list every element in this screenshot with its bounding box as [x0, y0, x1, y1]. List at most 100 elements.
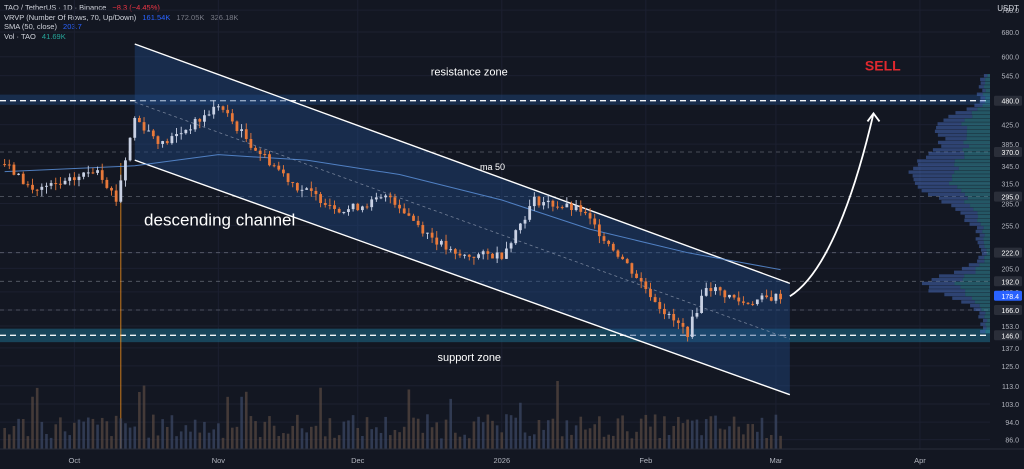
candle[interactable]	[463, 254, 467, 259]
candle[interactable]	[728, 294, 731, 299]
candle[interactable]	[365, 203, 369, 210]
candle[interactable]	[342, 211, 346, 215]
candle[interactable]	[453, 248, 457, 260]
candle[interactable]	[416, 215, 420, 228]
candle[interactable]	[779, 289, 782, 304]
candle[interactable]	[616, 249, 620, 259]
candle[interactable]	[723, 289, 727, 303]
candle[interactable]	[96, 166, 99, 176]
candle[interactable]	[370, 196, 374, 211]
candle[interactable]	[207, 110, 211, 117]
candle[interactable]	[68, 173, 72, 186]
candle[interactable]	[59, 177, 62, 189]
legend-vrvp-row[interactable]: VRVP (Number Of Rows, 70, Up/Down) 161.5…	[4, 13, 238, 23]
candle[interactable]	[635, 270, 638, 279]
candle[interactable]	[110, 186, 113, 196]
candle[interactable]	[649, 282, 652, 301]
candle[interactable]	[268, 151, 271, 167]
candle[interactable]	[607, 239, 611, 247]
candle[interactable]	[639, 272, 643, 289]
candle[interactable]	[179, 126, 183, 140]
candle[interactable]	[584, 208, 587, 216]
candle[interactable]	[356, 202, 360, 212]
price-axis[interactable]: USDT760.0680.0600.0545.0480.0425.0385.03…	[990, 0, 1024, 469]
candle[interactable]	[751, 301, 755, 306]
candle[interactable]	[593, 213, 597, 229]
candle[interactable]	[760, 293, 764, 303]
candle[interactable]	[435, 231, 439, 251]
candle[interactable]	[579, 200, 583, 216]
candle[interactable]	[54, 177, 58, 191]
candle[interactable]	[347, 205, 350, 216]
candle[interactable]	[319, 191, 322, 208]
candle[interactable]	[621, 254, 624, 260]
candle[interactable]	[523, 215, 527, 229]
candle[interactable]	[240, 124, 244, 138]
candle[interactable]	[216, 104, 220, 111]
candle[interactable]	[486, 248, 490, 260]
candle[interactable]	[518, 222, 522, 234]
candle[interactable]	[105, 177, 109, 190]
candle[interactable]	[681, 318, 685, 334]
candle[interactable]	[542, 196, 546, 210]
candle[interactable]	[3, 159, 7, 167]
candle[interactable]	[258, 148, 262, 161]
candle[interactable]	[546, 194, 550, 209]
candle[interactable]	[351, 203, 355, 212]
candle[interactable]	[625, 257, 629, 264]
candle[interactable]	[379, 194, 383, 200]
candle[interactable]	[439, 239, 443, 247]
candle[interactable]	[226, 104, 230, 117]
candle[interactable]	[556, 201, 559, 210]
candle[interactable]	[40, 183, 44, 197]
candle[interactable]	[384, 193, 388, 202]
candle[interactable]	[407, 208, 411, 217]
candle[interactable]	[35, 188, 39, 197]
candle[interactable]	[412, 213, 415, 221]
candle[interactable]	[156, 135, 160, 150]
candle[interactable]	[17, 173, 20, 176]
candle[interactable]	[528, 199, 532, 222]
candle[interactable]	[393, 193, 397, 208]
candle[interactable]	[690, 309, 694, 339]
candle[interactable]	[602, 232, 606, 244]
candle[interactable]	[328, 198, 332, 210]
candle[interactable]	[119, 174, 123, 203]
candle[interactable]	[737, 291, 741, 306]
candle[interactable]	[509, 241, 513, 253]
candle[interactable]	[477, 252, 480, 260]
candle[interactable]	[184, 129, 188, 135]
candle[interactable]	[165, 138, 169, 145]
candle[interactable]	[12, 162, 16, 176]
candle[interactable]	[532, 192, 536, 212]
candle[interactable]	[86, 165, 90, 178]
candle[interactable]	[7, 159, 11, 170]
candle[interactable]	[672, 308, 676, 327]
candle[interactable]	[91, 167, 95, 175]
candle[interactable]	[398, 199, 401, 214]
candle[interactable]	[597, 219, 601, 244]
candle[interactable]	[714, 283, 717, 295]
candle[interactable]	[128, 137, 132, 162]
candle[interactable]	[421, 221, 425, 237]
candle[interactable]	[189, 124, 192, 135]
candle[interactable]	[667, 311, 671, 319]
candle[interactable]	[309, 181, 313, 197]
candle[interactable]	[491, 252, 494, 259]
candle[interactable]	[282, 165, 285, 177]
candle[interactable]	[472, 256, 476, 265]
candle[interactable]	[212, 100, 216, 119]
candles[interactable]	[3, 100, 782, 342]
candle[interactable]	[388, 192, 392, 204]
candle[interactable]	[305, 187, 309, 190]
candle[interactable]	[21, 171, 25, 185]
candle[interactable]	[765, 289, 769, 299]
candle[interactable]	[505, 241, 508, 259]
candle[interactable]	[500, 252, 504, 261]
candle[interactable]	[230, 109, 234, 125]
candle[interactable]	[198, 117, 202, 129]
candle[interactable]	[444, 234, 448, 255]
candle[interactable]	[658, 297, 662, 314]
candle[interactable]	[481, 249, 485, 260]
candle[interactable]	[774, 293, 778, 304]
